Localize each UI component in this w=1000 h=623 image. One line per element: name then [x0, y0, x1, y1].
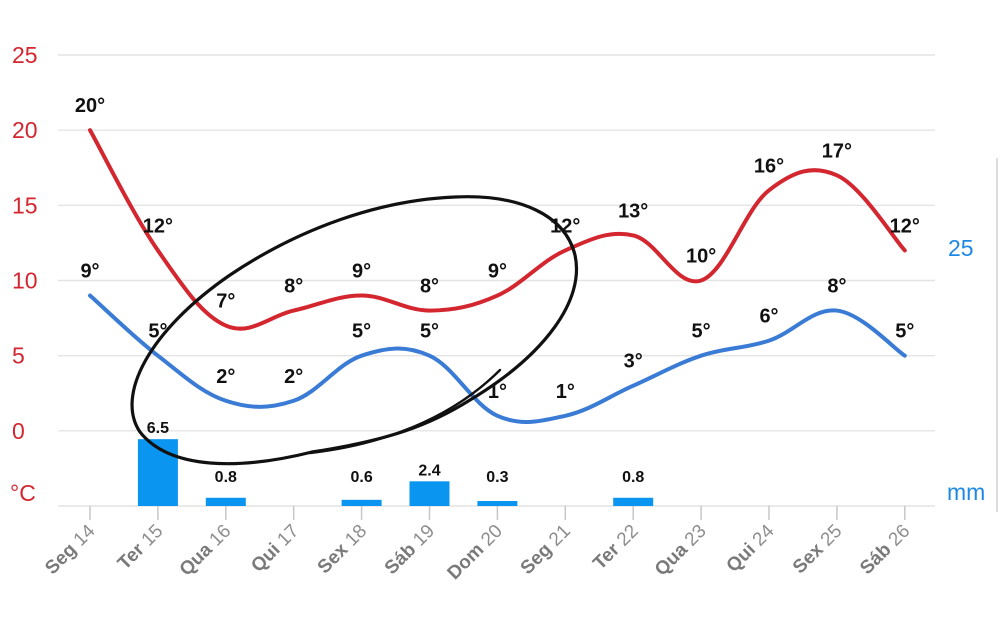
y-right-unit: mm — [947, 479, 985, 505]
x-tick-label: Qua 16 — [176, 521, 236, 581]
y-tick-label: 15 — [12, 192, 38, 218]
max-temp-label: 12° — [890, 215, 920, 237]
precipitation-bars — [137, 439, 654, 506]
x-tick-label: Dom 20 — [444, 521, 507, 584]
y-left-unit: °C — [10, 480, 36, 506]
y-tick-label: 25 — [12, 42, 38, 68]
y-tick-label: 10 — [12, 268, 38, 294]
x-tick-label: Qua 23 — [651, 521, 711, 581]
precip-label: 0.3 — [486, 469, 508, 486]
min-temp-label: 1° — [556, 381, 575, 403]
precip-bar — [137, 439, 178, 506]
y-right-tick-label: 25 — [948, 235, 974, 261]
min-temp-label: 1° — [488, 381, 507, 403]
x-tick-label: Sex 25 — [789, 521, 846, 578]
x-tick-label: Seg 14 — [41, 520, 99, 578]
min-temp-line — [88, 293, 907, 425]
max-temp-line — [88, 128, 907, 331]
max-temp-label: 17° — [822, 140, 852, 162]
max-temp-label: 8° — [420, 276, 439, 298]
x-tick-label: Qui 17 — [247, 521, 303, 577]
precip-bar — [205, 497, 246, 506]
max-temp-label: 16° — [754, 155, 784, 177]
min-temp-label: 8° — [827, 276, 846, 298]
x-tick-label: Seg 21 — [517, 521, 575, 579]
precip-label: 0.8 — [622, 469, 644, 486]
x-tick-label: Sáb 19 — [381, 521, 439, 579]
precip-bar — [341, 499, 382, 506]
min-temp-label: 3° — [624, 351, 643, 373]
max-temp-label: 13° — [618, 200, 648, 222]
precip-label: 2.4 — [418, 462, 440, 479]
max-temp-label: 9° — [352, 261, 371, 283]
min-temp-label: 5° — [692, 321, 711, 343]
min-temp-label: 5° — [895, 321, 914, 343]
min-temp-label: 5° — [420, 321, 439, 343]
min-temp-label: 9° — [80, 261, 99, 283]
x-tick-label: Sáb 26 — [856, 521, 914, 579]
annotation-stroke — [308, 368, 502, 455]
x-tick-label: Ter 22 — [589, 521, 642, 574]
max-temp-label: 10° — [686, 246, 716, 268]
hand-drawn-annotation — [130, 195, 578, 466]
precip-bar — [409, 481, 450, 506]
max-temp-label: 20° — [75, 95, 105, 117]
x-tick-label: Qui 24 — [723, 520, 779, 576]
x-tick-label: Ter 15 — [114, 521, 167, 574]
annotation-ellipse — [130, 195, 578, 466]
min-temp-label: 2° — [216, 366, 235, 388]
min-temp-label: 6° — [759, 306, 778, 328]
temperature-lines — [88, 128, 907, 425]
max-temp-label: 7° — [216, 291, 235, 313]
precip-label: 0.6 — [350, 469, 372, 486]
min-temp-label: 2° — [284, 366, 303, 388]
precip-label: 0.8 — [215, 469, 237, 486]
precip-bar — [613, 497, 654, 506]
precip-bar — [477, 501, 518, 506]
x-tick-label: Sex 18 — [314, 521, 371, 578]
y-tick-label: 20 — [12, 117, 38, 143]
precip-label: 6.5 — [147, 420, 169, 437]
min-temp-label: 5° — [352, 321, 371, 343]
max-temp-label: 12° — [550, 215, 580, 237]
data-labels: 6.5 0.8 0.6 2.4 0.3 0.8 20° 12° 7° 8° 9° 8° 9° 12° 13°… — [75, 95, 920, 486]
max-temp-label: 9° — [488, 261, 507, 283]
y-tick-label: 0 — [12, 418, 25, 444]
max-temp-label: 8° — [284, 276, 303, 298]
grid-layer — [58, 54, 935, 507]
max-temp-label: 12° — [143, 215, 173, 237]
y-tick-label: 5 — [12, 343, 25, 369]
